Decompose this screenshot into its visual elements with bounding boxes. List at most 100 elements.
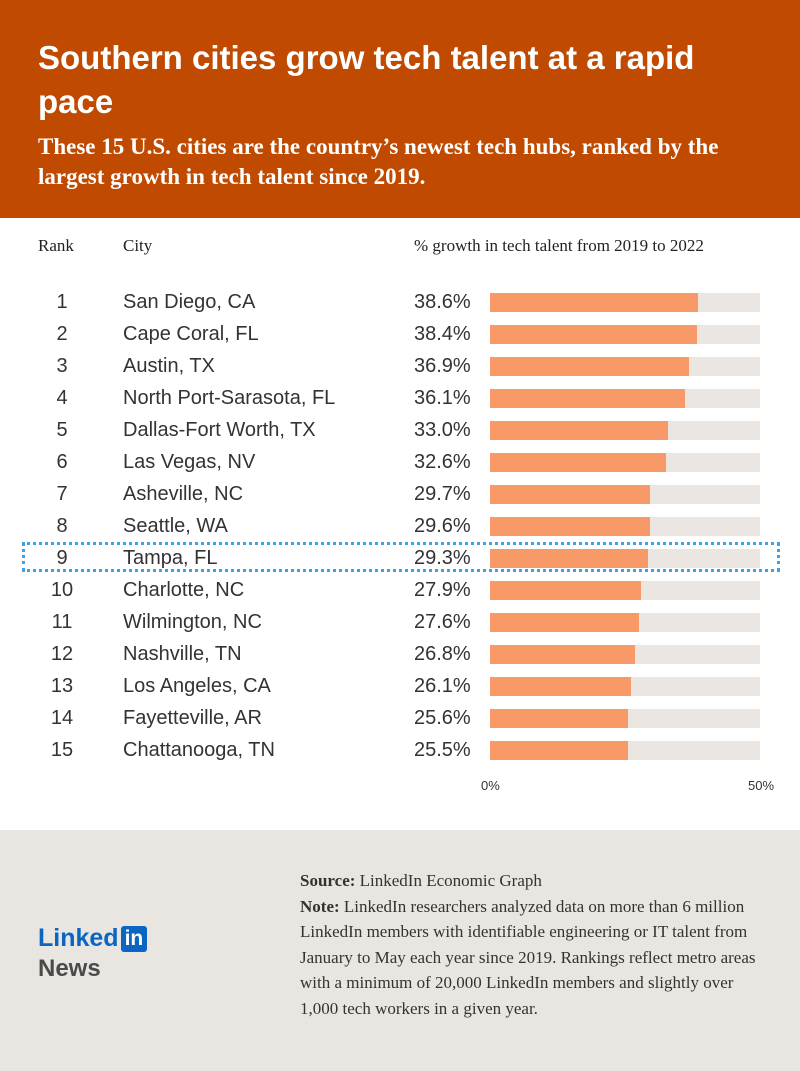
table-row: 2 Cape Coral, FL 38.4% (0, 318, 800, 350)
rank-column-header: Rank (38, 236, 74, 255)
note-text: LinkedIn researchers analyzed data on mo… (300, 896, 756, 1018)
rank-cell: 5 (56, 419, 68, 441)
bar-track (490, 293, 760, 312)
growth-bar (490, 325, 697, 344)
table-row: 7 Asheville, NC 29.7% (0, 478, 800, 510)
source-line: Source: LinkedIn Economic Graph (300, 868, 770, 894)
city-cell: Los Angeles, CA (123, 675, 271, 697)
city-cell: Fayetteville, AR (123, 707, 262, 729)
growth-data-label: 38.6% (414, 291, 471, 313)
bar-track (490, 357, 760, 376)
bar-track (490, 741, 760, 760)
source-label: Source: (300, 871, 356, 890)
city-cell: Charlotte, NC (123, 579, 245, 601)
bar-track (490, 581, 760, 600)
source-notes: Source: LinkedIn Economic Graph Note: Li… (300, 868, 770, 1021)
rank-cell: 10 (50, 579, 74, 601)
city-cell: Tampa, FL (123, 547, 218, 569)
table-row: 4 North Port-Sarasota, FL 36.1% (0, 382, 800, 414)
rank-cell: 15 (50, 739, 74, 761)
bar-track (490, 645, 760, 664)
growth-bar (490, 389, 685, 408)
growth-bar (490, 645, 635, 664)
growth-bar (490, 581, 641, 600)
city-cell: Asheville, NC (123, 483, 244, 505)
growth-bar (490, 677, 631, 696)
table-row: 15 Chattanooga, TN 25.5% (0, 734, 800, 766)
bar-track (490, 613, 760, 632)
growth-data-label: 27.9% (414, 579, 471, 601)
bar-track (490, 325, 760, 344)
chart-subtitle: These 15 U.S. cities are the country’s n… (38, 134, 719, 189)
bar-track (490, 517, 760, 536)
rank-cell: 9 (56, 547, 68, 569)
linkedin-in-icon: in (120, 925, 148, 952)
growth-data-label: 36.9% (414, 355, 471, 377)
city-cell: Wilmington, NC (123, 611, 262, 633)
growth-bar (490, 293, 698, 312)
growth-data-label: 25.6% (414, 707, 471, 729)
rank-cell: 7 (56, 483, 68, 505)
rank-cell: 14 (50, 707, 74, 729)
bar-track (490, 709, 760, 728)
growth-data-label: 26.8% (414, 643, 471, 665)
table-row: 11 Wilmington, NC 27.6% (0, 606, 800, 638)
growth-bar (490, 613, 639, 632)
bar-track (490, 485, 760, 504)
bar-track (490, 421, 760, 440)
header-banner: Southern cities grow tech talent at a ra… (0, 0, 800, 218)
note-label: Note: (300, 896, 340, 916)
growth-bar (490, 549, 648, 568)
bar-track (490, 453, 760, 472)
table-row: 6 Las Vegas, NV 32.6% (0, 446, 800, 478)
city-cell: Chattanooga, TN (123, 739, 275, 761)
bar-track (490, 549, 760, 568)
growth-data-label: 36.1% (414, 387, 471, 409)
city-column-header: City (123, 236, 153, 255)
rank-cell: 6 (56, 451, 68, 473)
rank-cell: 8 (56, 515, 68, 537)
city-cell: Nashville, TN (123, 643, 242, 665)
rank-cell: 4 (56, 387, 68, 409)
growth-column-header: % growth in tech talent from 2019 to 202… (414, 236, 704, 255)
logo-linked-text: Linked (38, 924, 119, 952)
city-cell: Austin, TX (123, 355, 215, 377)
growth-data-label: 29.7% (414, 483, 471, 505)
growth-bar (490, 421, 668, 440)
growth-bar (490, 453, 666, 472)
city-cell: North Port-Sarasota, FL (123, 387, 336, 409)
table-row: 9 Tampa, FL 29.3% (0, 542, 800, 574)
table-row: 8 Seattle, WA 29.6% (0, 510, 800, 542)
growth-data-label: 25.5% (414, 739, 471, 761)
bar-track (490, 677, 760, 696)
axis-tick-label: 50% (748, 778, 775, 793)
linkedin-news-logo: Linked in News (38, 924, 148, 983)
city-cell: Seattle, WA (123, 515, 228, 537)
city-cell: Dallas-Fort Worth, TX (123, 419, 316, 441)
rank-cell: 3 (56, 355, 68, 377)
note-line: Note: LinkedIn researchers analyzed data… (300, 894, 770, 1022)
growth-data-label: 38.4% (414, 323, 471, 345)
city-cell: Las Vegas, NV (123, 451, 256, 473)
growth-bar (490, 485, 650, 504)
growth-data-label: 27.6% (414, 611, 471, 633)
city-cell: San Diego, CA (123, 291, 256, 313)
growth-bar (490, 357, 689, 376)
growth-data-label: 33.0% (414, 419, 471, 441)
bar-track (490, 389, 760, 408)
growth-data-label: 32.6% (414, 451, 471, 473)
growth-data-label: 26.1% (414, 675, 471, 697)
rank-cell: 1 (56, 291, 68, 313)
table-row: 14 Fayetteville, AR 25.6% (0, 702, 800, 734)
chart-title: Southern cities grow tech talent at a ra… (38, 39, 695, 120)
table-row: 1 San Diego, CA 38.6% (0, 286, 800, 318)
table-row: 10 Charlotte, NC 27.9% (0, 574, 800, 606)
rank-cell: 2 (56, 323, 68, 345)
rank-cell: 13 (50, 675, 74, 697)
growth-data-label: 29.6% (414, 515, 471, 537)
source-text: LinkedIn Economic Graph (355, 871, 542, 890)
highlight-box (22, 542, 780, 572)
logo-news-text: News (38, 955, 101, 982)
city-cell: Cape Coral, FL (123, 323, 259, 345)
growth-data-label: 29.3% (414, 547, 471, 569)
